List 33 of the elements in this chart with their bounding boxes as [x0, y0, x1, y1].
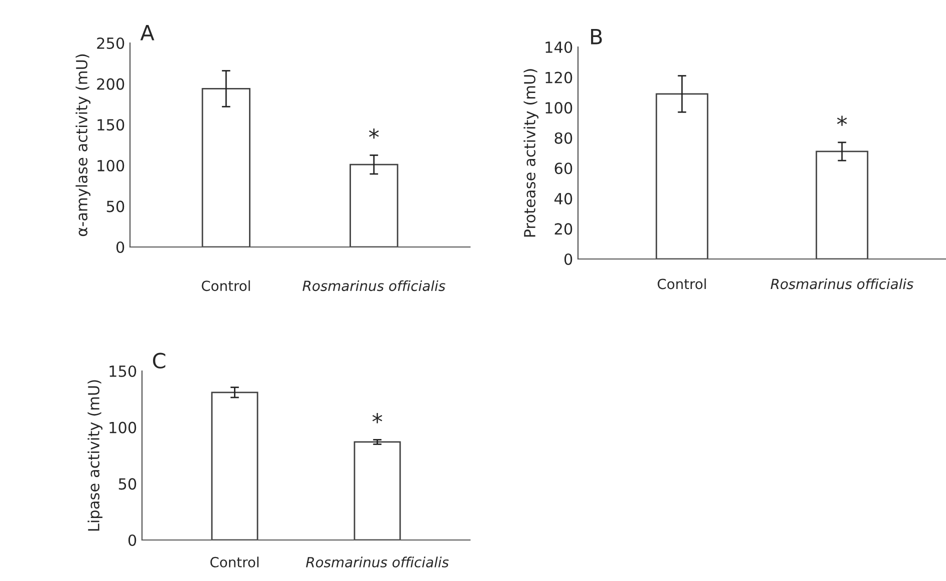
- annotation: *: [372, 413, 382, 424]
- x-tick-label: Control: [658, 278, 706, 290]
- y-tick-label: 100: [98, 160, 124, 172]
- y-tick-label: 100: [546, 102, 572, 114]
- x-tick-label: Rosmarinus officialis: [770, 278, 914, 290]
- y-tick-label: 50: [118, 478, 136, 490]
- y-tick-label: 0: [564, 253, 572, 266]
- x-tick-label: Control: [202, 280, 250, 292]
- y-tick-label: 140: [546, 41, 572, 54]
- y-tick-label: 100: [110, 422, 136, 434]
- annotation: *: [837, 116, 847, 126]
- chart-title: A: [140, 25, 154, 40]
- y-axis-title: Lipase activity (mU): [88, 380, 102, 531]
- x-tick-label: Control: [210, 556, 258, 568]
- y-tick-label: 50: [106, 200, 124, 212]
- y-tick-label: 150: [110, 365, 136, 378]
- y-tick-label: 40: [554, 192, 572, 204]
- y-tick-label: 150: [98, 119, 124, 131]
- y-tick-label: 0: [116, 241, 124, 254]
- x-tick-label: Rosmarinus officialis: [306, 556, 449, 568]
- y-axis-title: Protease activity (mU): [524, 69, 538, 237]
- y-tick-label: 120: [546, 72, 572, 84]
- chart-title: C: [153, 352, 166, 369]
- y-tick-label: 20: [554, 223, 572, 235]
- y-tick-label: 250: [97, 37, 124, 50]
- chart-title: B: [591, 29, 602, 44]
- y-tick-label: 80: [554, 132, 572, 144]
- y-tick-label: 0: [128, 534, 136, 546]
- x-tick-label: Rosmarinus officialis: [302, 280, 446, 292]
- annotation: *: [369, 128, 379, 139]
- y-axis-title: α-amylase activity (mU): [76, 54, 90, 236]
- y-tick-label: 60: [554, 162, 572, 174]
- y-tick-label: 200: [97, 78, 124, 90]
